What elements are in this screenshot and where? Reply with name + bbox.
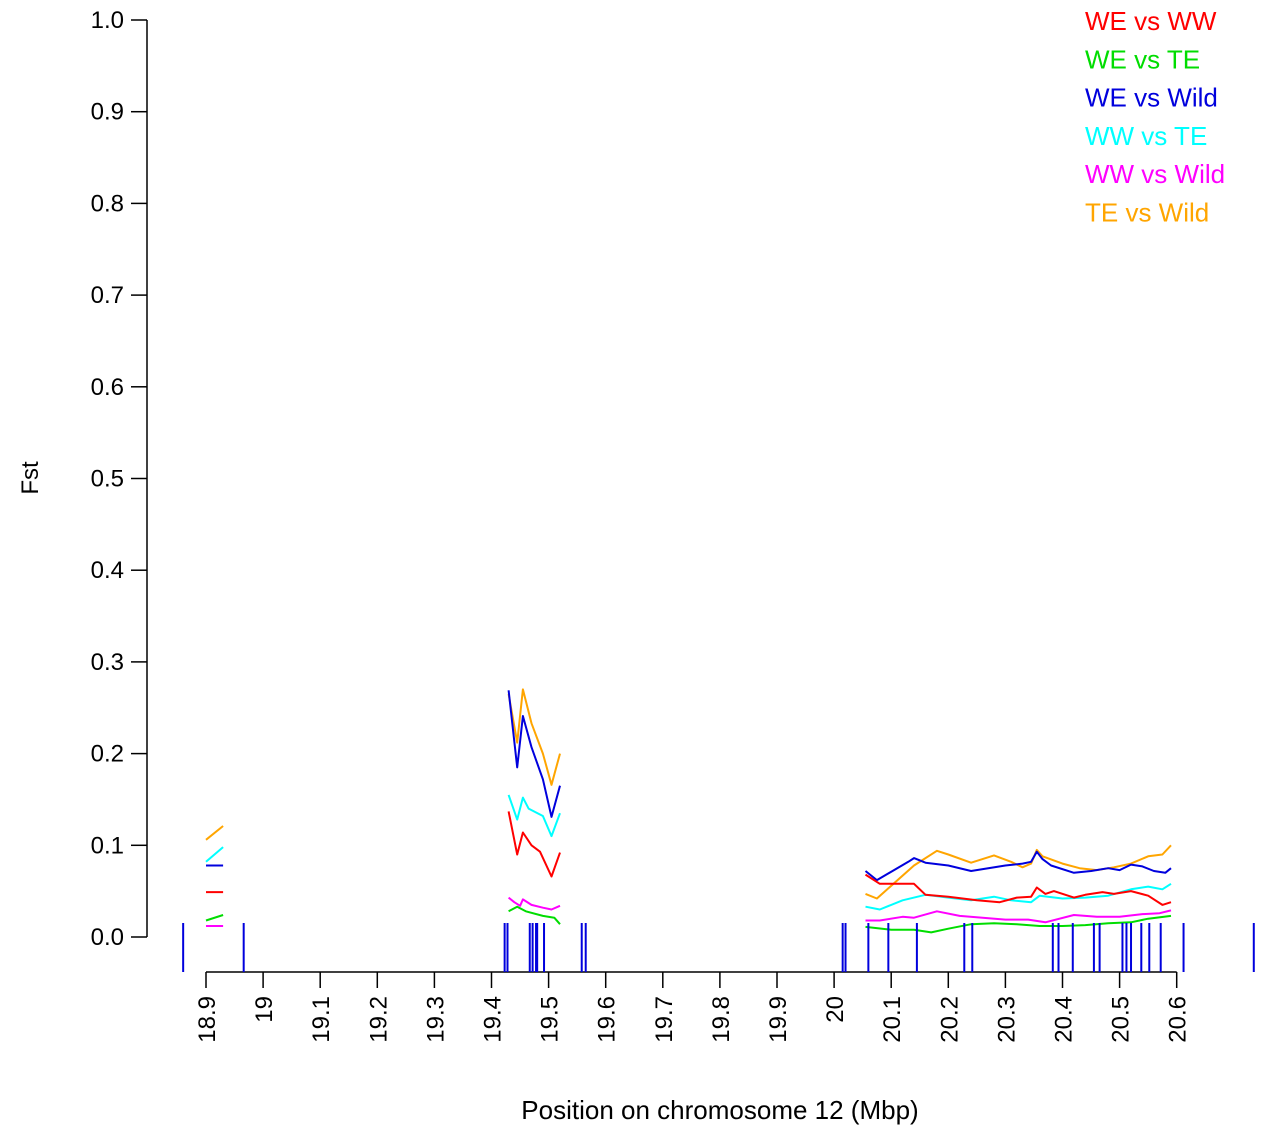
y-tick-label: 0.1 — [91, 832, 124, 859]
legend-entry: TE vs Wild — [1085, 198, 1209, 228]
series-we-vs-ww — [206, 811, 1172, 906]
series-we-vs-wild — [206, 690, 1172, 882]
series-line-segment — [205, 846, 224, 863]
legend-entry: WE vs Wild — [1085, 83, 1218, 113]
y-tick-label: 1.0 — [91, 7, 124, 34]
x-tick-label: 19.1 — [308, 996, 335, 1043]
series-line-segment — [865, 909, 1172, 924]
x-tick-label: 19.2 — [365, 996, 392, 1043]
legend: WE vs WW WE vs TE WE vs Wild WW vs TE WW vs … — [1085, 6, 1225, 228]
series-line-segment — [507, 690, 561, 818]
series-line-segment — [507, 811, 561, 878]
y-tick-label: 0.6 — [91, 374, 124, 401]
y-tick-label: 0.4 — [91, 557, 124, 584]
series-we-vs-te — [205, 905, 1172, 934]
position-markers — [182, 923, 1255, 972]
series-line-segment — [507, 688, 561, 786]
y-tick-label: 0.7 — [91, 282, 124, 309]
series-line-segment — [507, 896, 561, 911]
x-tick-label: 20.2 — [936, 996, 963, 1043]
legend-entry: WW vs TE — [1085, 121, 1207, 151]
x-tick-label: 20.3 — [993, 996, 1020, 1043]
x-axis-label: Position on chromosome 12 (Mbp) — [521, 1095, 918, 1125]
series-line-segment — [864, 873, 1172, 906]
y-tick-label: 0.2 — [91, 741, 124, 768]
legend-entry: WE vs WW — [1085, 6, 1217, 36]
series-ww-vs-wild — [206, 896, 1172, 927]
series-line-segment — [205, 825, 224, 841]
x-tick-label: 19.4 — [480, 996, 507, 1043]
x-tick-label: 19.7 — [651, 996, 678, 1043]
series-te-vs-wild — [205, 688, 1172, 900]
x-tick-label: 18.9 — [194, 996, 221, 1043]
x-tick-label: 19.3 — [422, 996, 449, 1043]
x-tick-label: 19.8 — [708, 996, 735, 1043]
x-axis: 18.9 19 19.1 19.2 19.3 19.4 19.5 19.6 19.7 19.8 19… — [194, 971, 1192, 1043]
x-tick-label: 20.4 — [1051, 996, 1078, 1043]
y-axis-label: Fst — [17, 461, 44, 495]
y-tick-label: 0.3 — [91, 649, 124, 676]
y-tick-label: 0.5 — [91, 466, 124, 493]
y-tick-label: 0.9 — [91, 99, 124, 126]
x-tick-label: 20.6 — [1165, 996, 1192, 1043]
legend-entry: WW vs Wild — [1085, 159, 1225, 189]
x-tick-label: 20.1 — [879, 996, 906, 1043]
legend-entry: WE vs TE — [1085, 44, 1200, 74]
x-tick-label: 19.6 — [594, 996, 621, 1043]
x-tick-label: 20 — [822, 996, 849, 1023]
series-layer — [205, 688, 1172, 934]
series-line-segment — [865, 914, 1172, 934]
x-tick-label: 20.5 — [1108, 996, 1135, 1043]
series-ww-vs-te — [205, 794, 1172, 911]
x-tick-label: 19.5 — [537, 996, 564, 1043]
series-line-segment — [508, 905, 561, 925]
x-tick-label: 19 — [251, 996, 278, 1023]
series-line-segment — [205, 914, 224, 922]
series-line-segment — [864, 850, 1172, 882]
y-axis: 0.0 0.1 0.2 0.3 0.4 0.5 0.6 0.7 0.8 0.9 1.0 — [91, 7, 148, 951]
series-line-segment — [507, 794, 561, 838]
series-line-segment — [865, 882, 1172, 911]
y-tick-label: 0.0 — [91, 924, 124, 951]
x-tick-label: 19.9 — [765, 996, 792, 1043]
y-tick-label: 0.8 — [91, 190, 124, 217]
